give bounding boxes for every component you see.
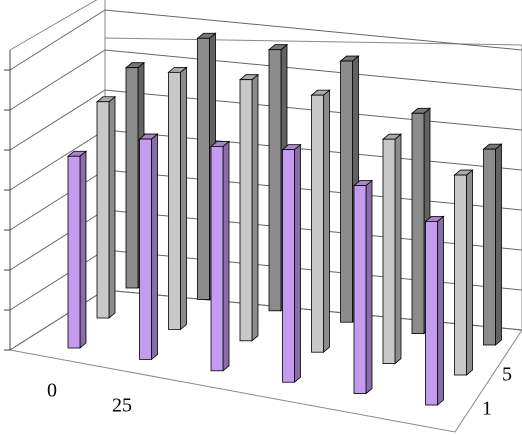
bar xyxy=(281,143,302,384)
bar xyxy=(209,140,231,372)
bar-front xyxy=(454,174,467,376)
bar xyxy=(238,73,260,342)
depth-label: 1 xyxy=(482,398,492,420)
bar-front xyxy=(239,79,253,342)
grid-line xyxy=(9,9,522,71)
bar-side xyxy=(437,215,444,406)
bar-front xyxy=(268,49,282,312)
bar xyxy=(424,215,445,406)
bar-front xyxy=(168,71,181,330)
bar xyxy=(95,95,117,319)
grid-line xyxy=(9,49,522,111)
bar-front xyxy=(382,138,396,364)
bar-front xyxy=(197,37,210,300)
bar-front xyxy=(282,149,295,383)
bar-front xyxy=(67,155,81,349)
bar-side xyxy=(495,143,502,346)
bar xyxy=(138,133,159,361)
bar-front xyxy=(411,112,425,335)
bar-front xyxy=(125,67,139,289)
bar-front xyxy=(139,138,152,360)
bar-side xyxy=(251,73,259,342)
bar-side xyxy=(79,150,87,349)
bar-side xyxy=(151,133,158,361)
left-wall xyxy=(9,0,106,351)
bar-front xyxy=(311,94,324,353)
bar-side xyxy=(108,95,116,319)
bar-front xyxy=(96,101,110,319)
depth-label: 5 xyxy=(502,364,512,386)
bar xyxy=(310,89,331,354)
bar xyxy=(66,150,88,349)
bar-front xyxy=(353,185,367,395)
bar xyxy=(352,179,374,395)
bar xyxy=(167,66,188,331)
bar-side xyxy=(466,169,473,376)
bar xyxy=(482,143,503,346)
bar-side xyxy=(180,66,187,331)
bar-side xyxy=(222,140,230,372)
x-tick-label: 25 xyxy=(112,395,132,417)
bar-side xyxy=(294,143,301,384)
bar-front xyxy=(210,145,224,372)
bar-front xyxy=(483,148,496,346)
bar-front xyxy=(340,60,353,323)
bar xyxy=(453,169,474,376)
bar-side xyxy=(394,133,402,365)
grid-line xyxy=(9,89,522,151)
x-tick-label: 0 xyxy=(47,380,57,402)
bar-side xyxy=(365,179,373,395)
bar-front xyxy=(425,220,438,406)
bar-side xyxy=(323,89,330,354)
bar xyxy=(381,133,403,365)
